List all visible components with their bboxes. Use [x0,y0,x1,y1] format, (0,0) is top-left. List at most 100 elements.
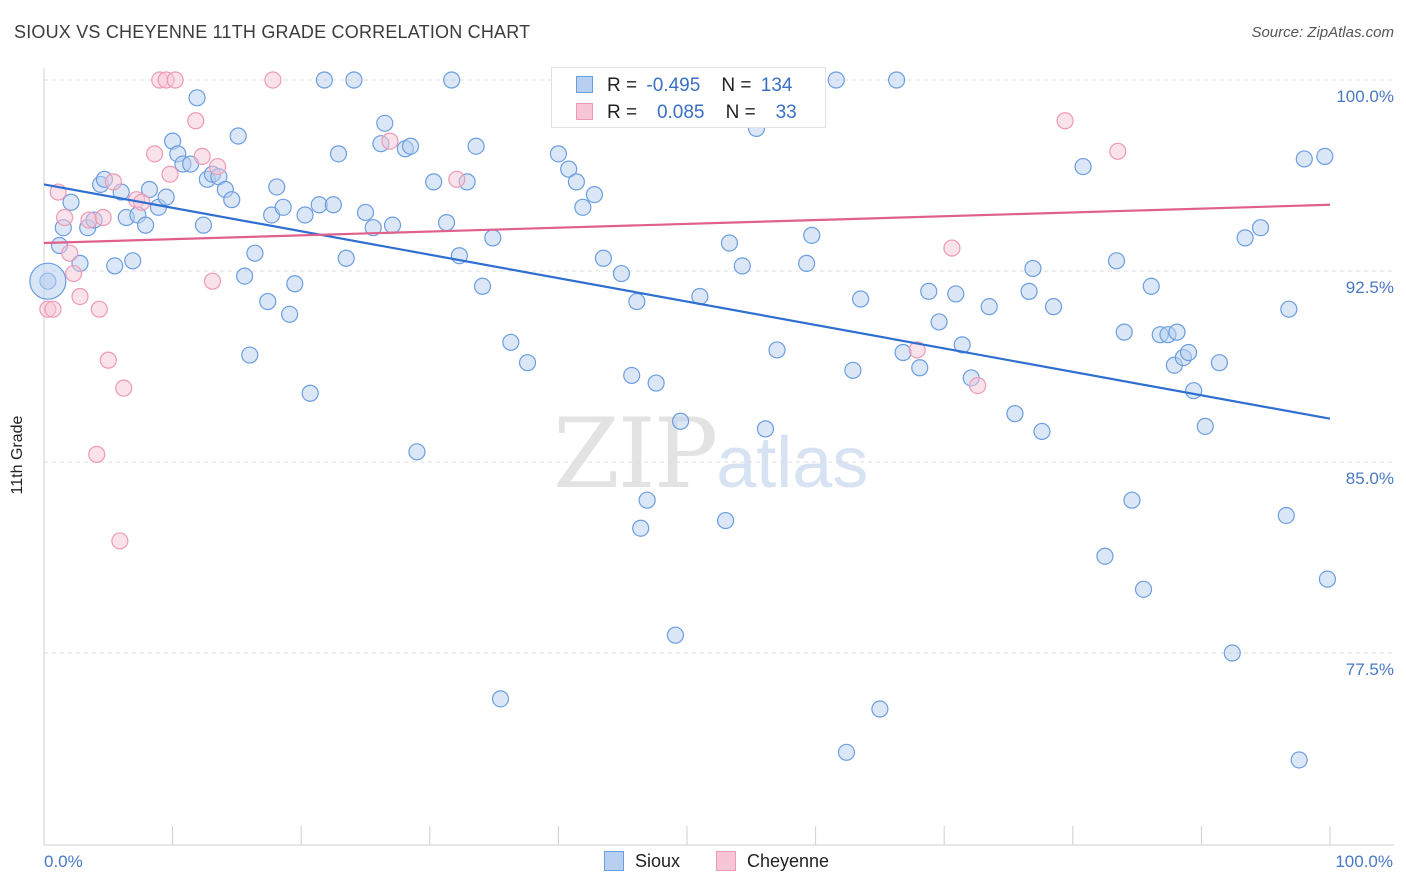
series-name-cheyenne: Cheyenne [747,851,830,871]
point-sioux [585,186,604,204]
point-cheyenne [80,211,98,229]
point-sioux [315,71,333,89]
point-sioux [1280,300,1298,318]
point-sioux [844,361,862,379]
point-sioux [467,137,485,155]
point-sioux [852,290,870,308]
point-sioux [1123,491,1141,509]
legend-n-value-cheyenne: 33 [775,102,797,123]
point-sioux [632,519,650,537]
point-sioux [236,267,254,285]
point-sioux [574,198,592,216]
watermark-main: ZIP [553,398,718,510]
point-sioux [638,491,656,509]
point-sioux [768,341,786,359]
point-sioux [797,254,816,272]
point-cheyenne [94,208,112,227]
point-sioux [345,71,363,89]
point-sioux [425,173,443,191]
point-sioux [1185,382,1203,400]
point-cheyenne [90,300,108,318]
point-sioux [301,384,319,402]
point-sioux [502,333,520,351]
chart-title: SIOUX VS CHEYENNE 11TH GRADE CORRELATION… [14,22,531,42]
series-legend-sioux: Sioux [604,851,680,872]
chart-source: Source: ZipAtlas.com [1251,24,1394,41]
series-swatch-sioux [604,851,624,871]
point-sioux [376,114,394,132]
point-cheyenne [99,351,117,369]
point-sioux [246,244,264,262]
point-sioux [401,137,420,155]
point-sioux [157,188,175,206]
point-sioux [356,203,375,222]
point-sioux [980,298,998,316]
series-legend-cheyenne: Cheyenne [716,851,829,872]
point-sioux [518,354,537,372]
series-swatch-cheyenne [716,851,736,871]
point-cheyenne [381,132,399,150]
point-sioux [756,420,775,438]
point-cheyenne [908,341,926,359]
point-cheyenne [111,532,129,550]
point-cheyenne [115,379,133,397]
point-sioux [647,374,665,392]
point-sioux [911,359,929,377]
legend-r-label: R = [607,75,638,96]
point-sioux [612,264,631,283]
legend-swatch-sioux [576,76,593,93]
point-sioux [194,216,213,234]
point-cheyenne [71,287,89,306]
point-sioux [1033,422,1051,441]
point-sioux [281,305,299,323]
legend-row-cheyenne: R = 0.085 N = 33 [576,102,797,128]
y-tick-label: 85.0% [1345,469,1394,488]
point-cheyenne [104,173,123,191]
point-sioux [1277,506,1295,525]
point-sioux [408,443,426,461]
legend-n-label: N = [721,75,752,96]
watermark-sub: atlas [716,423,869,503]
point-sioux [671,412,690,430]
point-sioux [296,206,314,224]
point-sioux [1020,282,1038,300]
point-sioux [324,196,342,214]
point-sioux [188,89,206,107]
point-sioux [274,198,292,216]
point-cheyenne [203,272,222,290]
legend-swatch-cheyenne [576,103,593,120]
point-sioux [140,180,159,199]
point-sioux [930,313,948,331]
point-sioux [953,336,971,354]
point-sioux [337,249,355,267]
point-cheyenne [44,300,62,318]
series-name-sioux: Sioux [635,851,681,871]
point-sioux [947,285,965,303]
point-sioux [1316,147,1334,165]
point-sioux [1223,644,1241,662]
point-cheyenne [161,165,179,183]
point-cheyenne [145,145,164,163]
x-tick-label-min: 0.0% [44,852,83,871]
point-sioux [62,193,80,211]
point-sioux [837,743,856,761]
point-sioux [1044,298,1063,316]
point-sioux [1210,354,1229,372]
point-sioux [1251,219,1270,237]
point-sioux [491,690,510,708]
point-sioux [871,700,889,718]
point-cheyenne [969,377,987,395]
point-sioux [628,292,646,311]
point-sioux [364,219,382,237]
point-sioux [106,257,124,275]
legend-n-label: N = [725,102,756,123]
y-tick-label: 77.5% [1345,660,1394,679]
point-sioux [136,216,155,234]
point-sioux [268,178,286,196]
point-cheyenne [1056,112,1074,130]
point-cheyenne [166,71,184,89]
point-sioux [443,71,461,89]
point-sioux [329,145,348,163]
legend-n-value-sioux: 134 [760,75,793,96]
